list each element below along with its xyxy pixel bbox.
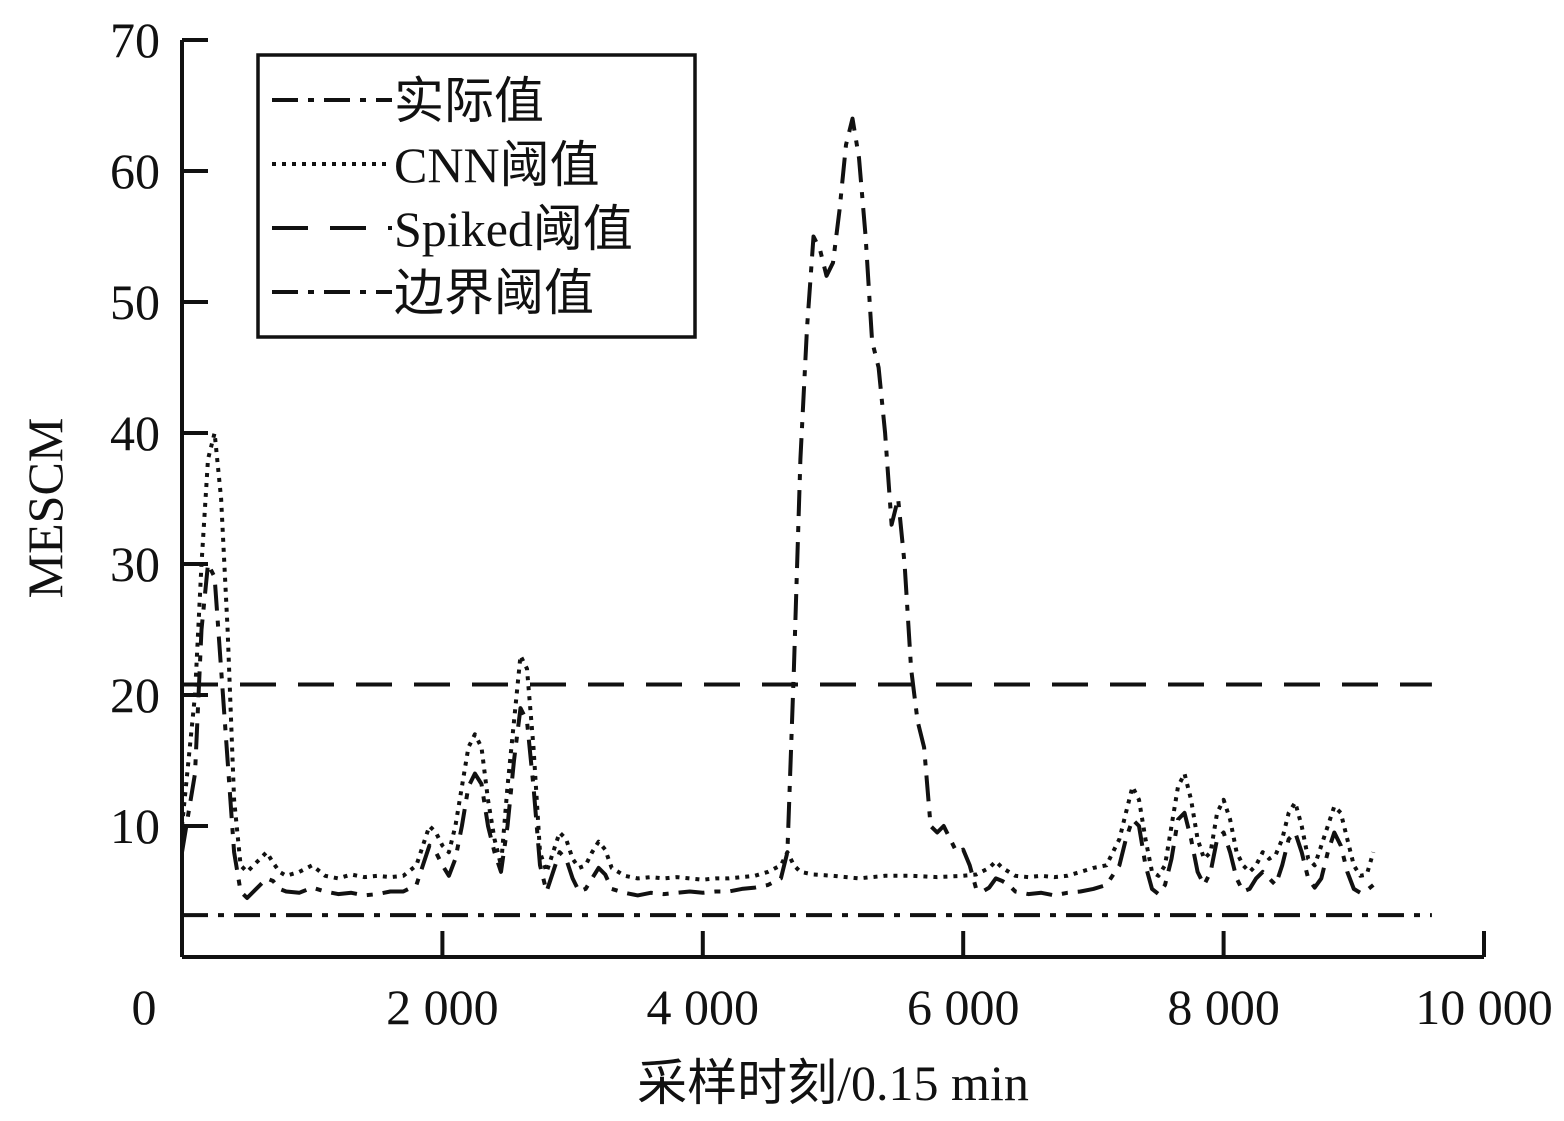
series-line-2 xyxy=(180,431,1376,882)
y-tick-label: 10 xyxy=(110,798,160,854)
axes: 0 2 000 4 000 6 000 8 000 10 000 10 20 30 40 50 60 7… xyxy=(110,12,1553,1035)
x-tick-label: 6 000 xyxy=(907,979,1020,1035)
y-tick-label: 50 xyxy=(110,274,160,330)
legend-label: 边界阈值 xyxy=(394,265,594,321)
series-layer xyxy=(180,116,1432,918)
legend-label: 实际值 xyxy=(394,73,544,129)
x-tick-label: 0 xyxy=(132,979,157,1035)
y-axis-title: MESCM xyxy=(17,418,73,599)
y-tick-label: 60 xyxy=(110,143,160,199)
y-tick-label: 40 xyxy=(110,405,160,461)
y-tick-label: 20 xyxy=(110,667,160,723)
legend-label: Spiked阈值 xyxy=(394,201,633,257)
x-tick-label: 4 000 xyxy=(647,979,760,1035)
series-line-1 xyxy=(180,116,1375,900)
y-tick-label: 70 xyxy=(110,12,160,68)
x-axis-title: 采样时刻/0.15 min xyxy=(637,1055,1029,1111)
x-tick-label: 8 000 xyxy=(1167,979,1280,1035)
legend-label: CNN阈值 xyxy=(394,137,600,193)
y-tick-label: 30 xyxy=(110,536,160,592)
x-tick-label: 10 000 xyxy=(1415,979,1553,1035)
x-tick-label: 2 000 xyxy=(386,979,499,1035)
